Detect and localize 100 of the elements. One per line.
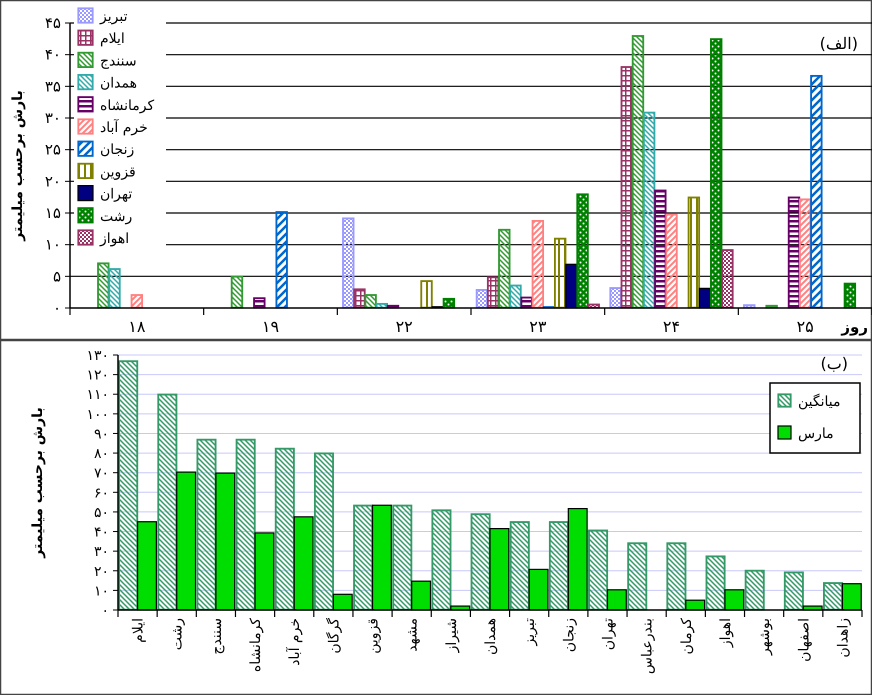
y-tick-label: ۱۰۰ — [86, 406, 109, 423]
legend-label: مارس — [798, 426, 834, 442]
annotation: (ب) — [820, 354, 848, 373]
bar — [632, 35, 644, 309]
x-tick-label: اصفهان — [796, 618, 812, 662]
bar — [470, 513, 491, 611]
bar — [665, 214, 678, 309]
y-tick-label: ۳۵ — [44, 77, 61, 96]
y-tick-label: ۱۳۰ — [86, 348, 109, 364]
bar — [196, 438, 216, 611]
bar — [588, 530, 608, 611]
y-tick-label: ۴۵ — [44, 14, 61, 32]
x-tick-label: گرگان — [325, 618, 342, 654]
x-tick-label: رشت — [170, 618, 186, 650]
y-tick-label: ۹۰ — [94, 426, 109, 442]
bar — [654, 190, 667, 309]
bar — [392, 504, 412, 611]
x-tick-label: مشهد — [404, 618, 421, 652]
bar — [274, 448, 295, 611]
y-tick-label: ۴۰ — [94, 524, 109, 541]
x-tick-label: ۲۲ — [396, 317, 413, 336]
bar — [230, 276, 244, 309]
bar — [784, 572, 804, 611]
bar — [576, 193, 589, 309]
y-tick-label: ۵ — [52, 267, 61, 286]
x-tick-label: همدان — [483, 618, 499, 655]
bar — [420, 280, 433, 309]
bar — [620, 66, 633, 309]
legend-label: ایلام — [100, 31, 125, 48]
bar — [744, 570, 765, 611]
y-tick-label: ۱۲۰ — [86, 368, 109, 384]
y-tick-label: ۷۰ — [94, 466, 109, 482]
bar — [442, 298, 456, 309]
x-tick-label: بندرعباس — [640, 618, 656, 674]
bar — [236, 438, 256, 611]
y-tick-label: ۰ — [52, 299, 61, 317]
bar — [810, 74, 823, 309]
y-tick-label: ۴۰ — [44, 46, 61, 64]
legend-label: همدان — [100, 76, 137, 92]
y-axis-title: بارش برحسب میلیمتر — [30, 407, 46, 559]
x-tick-label: تهران — [600, 618, 616, 650]
bar — [364, 294, 377, 309]
x-tick-label: ایلام — [130, 618, 147, 643]
legend-label: زنجان — [100, 142, 134, 158]
y-tick-label: ۶۰ — [94, 485, 109, 502]
bar — [342, 217, 354, 309]
legend-label: قزوین — [100, 164, 136, 180]
y-tick-label: ۱۰ — [44, 236, 61, 254]
legend-label: رشت — [100, 208, 132, 225]
y-tick-label: ۰ — [101, 603, 109, 619]
legend-label: کرمانشاه — [100, 98, 154, 114]
bar — [108, 268, 121, 309]
bar — [554, 238, 566, 309]
bar — [532, 220, 544, 309]
legend-label: سنندج — [100, 53, 137, 70]
bar — [706, 555, 726, 611]
x-tick-label: اهواز — [718, 618, 734, 648]
legend-label: تهران — [100, 186, 132, 203]
bar — [642, 112, 656, 309]
x-tick-label: زاهدان — [835, 618, 852, 658]
y-tick-label: ۱۱۰ — [86, 387, 109, 404]
x-tick-label: ۲۴ — [662, 317, 680, 336]
bar — [431, 509, 452, 611]
x-tick-label: شیراز — [444, 618, 460, 654]
bar — [498, 228, 510, 309]
x-tick-label: سنندج — [208, 618, 225, 655]
y-tick-label: ۵۰ — [94, 504, 109, 521]
x-tick-label: زنجان — [561, 618, 578, 652]
bar — [275, 211, 288, 309]
legend-label: تبریز — [99, 9, 128, 25]
bar — [666, 542, 686, 611]
bar — [823, 582, 844, 611]
y-axis-title: بارش برحسب میلیمتر — [10, 90, 26, 242]
bar — [353, 504, 374, 611]
bar — [314, 452, 334, 611]
x-tick-label: ۱۹ — [262, 317, 280, 336]
bar — [157, 394, 178, 611]
legend-label: میانگین — [798, 393, 840, 410]
x-tick-label: خرم آباد — [285, 618, 304, 666]
y-tick-label: ۳۰ — [94, 544, 109, 560]
bar — [509, 284, 522, 309]
x-tick-label: قزوین — [366, 618, 382, 654]
legend-label: اهواز — [99, 231, 130, 247]
y-tick-label: ۲۵ — [44, 140, 61, 159]
x-tick-label: کرمان — [678, 618, 695, 654]
legend-label: خرم آباد — [100, 118, 148, 136]
x-tick-label: ۲۳ — [529, 317, 547, 336]
x-tick-label: بوشهر — [757, 618, 774, 656]
y-tick-label: ۲۰ — [44, 172, 61, 190]
y-tick-label: ۱۵ — [44, 204, 61, 222]
y-tick-label: ۱۰ — [94, 583, 109, 600]
bar — [253, 297, 266, 309]
bar — [118, 360, 138, 611]
bar — [627, 542, 648, 611]
bar — [548, 521, 569, 611]
bar — [130, 294, 144, 309]
x-tick-label: کرمانشاه — [248, 618, 264, 672]
x-axis-title: روز — [840, 318, 868, 336]
y-tick-label: ۳۰ — [44, 109, 61, 127]
y-tick-label: ۲۰ — [94, 564, 109, 580]
